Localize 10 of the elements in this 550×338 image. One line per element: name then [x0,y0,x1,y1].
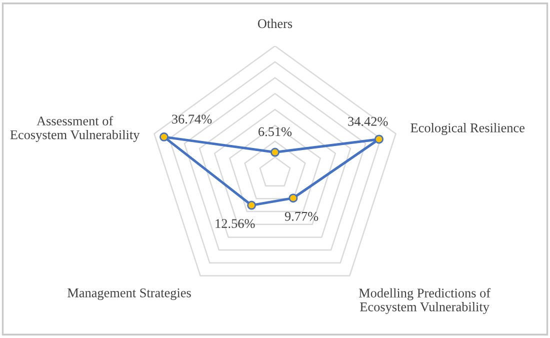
spoke-label: Assessment of Ecosystem Vulnerability [10,116,140,142]
spoke-label: Management Strategies [68,288,191,300]
text: 34.42% [348,116,388,126]
spoke-label: Ecological Resilience [410,123,524,136]
text: 12.56% [216,219,255,228]
text: 9.77% [284,212,318,221]
spoke-label: Modelling Predictions of Ecosystem Vulnerability [358,288,491,314]
text: 6.51% [258,127,292,136]
text: 36.74% [172,114,212,124]
spoke-label: Others [258,18,292,28]
